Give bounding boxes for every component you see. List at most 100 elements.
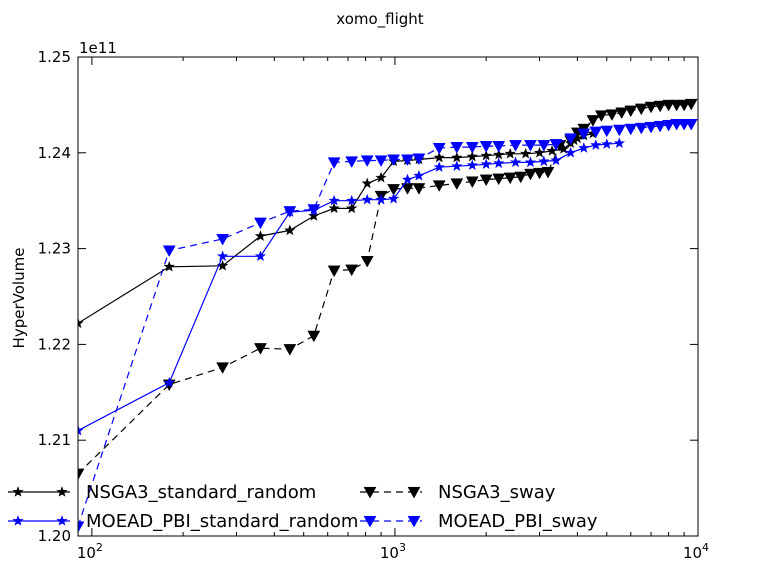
data-point — [466, 159, 478, 170]
y-tick-label: 1.25 — [38, 48, 71, 66]
data-point — [493, 157, 505, 169]
data-point — [78, 468, 85, 481]
data-point — [480, 158, 492, 169]
y-tick-label: 1.21 — [38, 431, 71, 449]
legend-marker — [12, 515, 24, 526]
data-point — [684, 119, 698, 131]
y-tick-label: 1.24 — [38, 144, 71, 162]
data-point — [605, 109, 619, 121]
data-point — [375, 171, 387, 183]
data-point — [601, 138, 613, 149]
data-point — [328, 194, 340, 206]
series-0 — [78, 127, 599, 329]
data-point — [401, 183, 414, 195]
data-point — [503, 172, 517, 185]
data-point — [254, 343, 267, 355]
data-point — [388, 192, 400, 204]
data-point — [307, 204, 321, 216]
data-point — [549, 139, 563, 151]
data-point — [163, 376, 175, 388]
legend-marker — [363, 486, 377, 499]
data-point — [550, 154, 562, 166]
data-point — [524, 156, 537, 168]
legend-marker — [407, 486, 421, 499]
data-point — [254, 230, 266, 241]
data-point — [163, 260, 175, 272]
data-point — [493, 148, 505, 160]
legend-marker — [56, 486, 68, 497]
data-point — [216, 362, 230, 374]
data-point — [216, 233, 230, 246]
data-point — [432, 180, 446, 192]
data-point — [374, 155, 388, 167]
data-point — [564, 133, 578, 145]
data-point — [600, 125, 614, 138]
data-point — [589, 126, 603, 139]
data-point — [254, 217, 267, 230]
data-point — [624, 123, 638, 136]
data-point — [613, 137, 625, 149]
data-point — [509, 140, 522, 152]
legend-label: MOEAD_PBI_sway — [438, 511, 598, 532]
data-point — [451, 151, 463, 163]
axes-layer: 1.20 1.21 1.22 1.23 1.24 1.25 102 103 104 — [38, 48, 709, 562]
legend-entry: MOEAD_PBI_standard_random — [8, 511, 358, 532]
data-point — [612, 124, 626, 137]
data-point — [590, 139, 602, 150]
chart-title: xomo_flight — [336, 10, 424, 29]
data-point — [387, 184, 401, 196]
data-point — [524, 168, 537, 181]
data-point — [412, 183, 426, 195]
data-point — [586, 115, 600, 127]
y-tick-label: 1.20 — [38, 527, 71, 545]
legend: NSGA3_standard_random NSGA3_sway MOEAD_PBI… — [8, 482, 598, 532]
data-point — [492, 141, 506, 153]
data-point — [465, 142, 479, 154]
data-point — [162, 245, 176, 258]
x-tick-label: 103 — [380, 541, 406, 562]
data-point — [684, 98, 698, 111]
data-point — [479, 141, 493, 153]
data-point — [541, 166, 555, 179]
y-tick-label: 1.22 — [38, 335, 71, 353]
series-layer — [78, 98, 698, 533]
data-point — [662, 99, 676, 112]
data-point — [346, 194, 358, 206]
data-point — [466, 150, 478, 162]
data-point — [78, 521, 85, 533]
series-2 — [78, 137, 625, 436]
legend-label: NSGA3_standard_random — [86, 482, 316, 503]
data-point — [78, 317, 84, 329]
legend-marker — [12, 486, 24, 497]
data-point — [634, 122, 648, 135]
data-point — [565, 146, 577, 158]
series-1 — [78, 98, 698, 481]
legend-marker — [363, 515, 377, 528]
data-point — [624, 105, 638, 118]
data-point — [492, 173, 506, 186]
data-point — [254, 250, 267, 261]
data-point — [284, 224, 296, 236]
y-offset-label: 1e11 — [79, 39, 117, 57]
y-axis-label: HyperVolume — [10, 248, 28, 349]
data-point — [283, 344, 297, 356]
data-point — [451, 160, 463, 172]
data-point — [662, 119, 676, 132]
data-point — [450, 142, 464, 154]
data-point — [479, 174, 493, 187]
data-point — [216, 250, 229, 261]
data-point — [577, 128, 591, 141]
data-point — [413, 169, 425, 181]
data-point — [433, 161, 445, 172]
data-point — [653, 100, 667, 113]
data-point — [401, 173, 413, 185]
data-point — [345, 264, 359, 277]
legend-entry: MOEAD_PBI_sway — [360, 511, 598, 532]
data-point — [345, 156, 359, 168]
data-point — [361, 193, 373, 205]
legend-entry: NSGA3_sway — [360, 482, 556, 503]
data-point — [307, 330, 321, 343]
data-point — [375, 193, 387, 205]
data-point — [615, 107, 629, 120]
data-point — [360, 256, 374, 268]
